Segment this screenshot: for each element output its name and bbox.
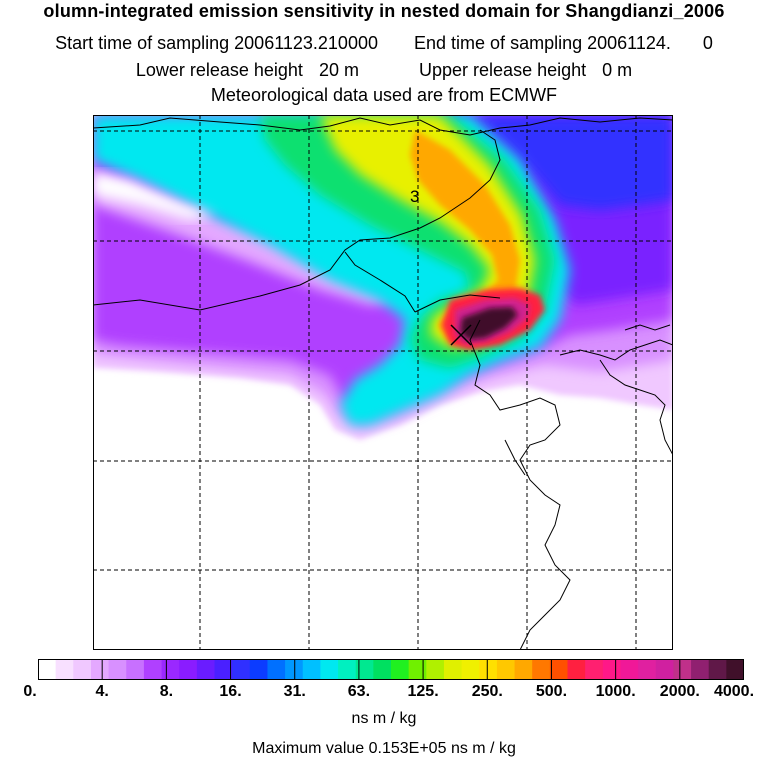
colorbar-tick-label: 2000.: [659, 683, 700, 700]
colorbar-cell: [108, 659, 127, 680]
colorbar-cell: [90, 659, 109, 680]
sensitivity-yellow: [320, 115, 535, 348]
colorbar-cell: [549, 659, 568, 680]
colorbar-cell: [443, 659, 462, 680]
maximum-value-line: Maximum value 0.153E+05 ns m / kg: [0, 740, 768, 758]
colorbar-cell: [567, 659, 586, 680]
colorbar-cell: [408, 659, 427, 680]
emission-sensitivity-map: 3: [93, 115, 673, 650]
colorbar-unit: ns m / kg: [351, 710, 417, 727]
sensitivity-white-patch: [93, 172, 215, 220]
colorbar: [38, 659, 744, 680]
upper-height-label: Upper release height: [419, 60, 587, 80]
colorbar-cell: [285, 659, 304, 680]
colorbar-tick-label: 1000.: [595, 683, 636, 700]
contour-label: 3: [410, 187, 419, 206]
colorbar-cell: [620, 659, 639, 680]
colorbar-tick-label: 4000.: [713, 683, 755, 700]
start-time-label: Start time of sampling: [55, 33, 230, 53]
colorbar-tick-label: 125.: [407, 683, 439, 700]
lower-height-label: Lower release height: [135, 60, 303, 80]
colorbar-tick-label: 500.: [535, 683, 568, 700]
colorbar-cell: [38, 659, 57, 680]
colorbar-cell: [179, 659, 198, 680]
colorbar-cell: [55, 659, 74, 680]
max-value-unit: ns m / kg: [450, 740, 516, 757]
sensitivity-orange: [410, 130, 520, 340]
colorbar-cell: [391, 659, 410, 680]
colorbar-cell: [161, 659, 180, 680]
colorbar-cell: [249, 659, 268, 680]
colorbar-cell: [373, 659, 392, 680]
colorbar-cell: [267, 659, 286, 680]
colorbar-cell: [585, 659, 604, 680]
colorbar-tick-label: 250.: [471, 683, 503, 700]
colorbar-cell: [320, 659, 339, 680]
colorbar-cell: [338, 659, 357, 680]
colorbar-cell: [232, 659, 251, 680]
colorbar-cell: [532, 659, 551, 680]
lower-height-value: 20 m: [318, 60, 359, 80]
colorbar-cell: [496, 659, 515, 680]
colorbar-cell: [355, 659, 374, 680]
start-time-value: 20061123.210000: [234, 33, 378, 53]
colorbar-cell: [461, 659, 480, 680]
met-data-line: Meteorological data used are from ECMWF: [210, 85, 558, 105]
lat-lon-grid: [93, 115, 673, 650]
colorbar-tick-label: 0.: [23, 683, 37, 700]
colorbar-tick-label: 8.: [159, 683, 174, 700]
colorbar-cell: [708, 659, 727, 680]
colorbar-tick-label: 16.: [219, 683, 242, 700]
colorbar-cell: [602, 659, 621, 680]
receptor-marker-icon: [450, 324, 472, 346]
colorbar-cell: [73, 659, 92, 680]
colorbar-tick-label: 4.: [95, 683, 109, 700]
colorbar-cell: [691, 659, 710, 680]
colorbar-cell: [214, 659, 233, 680]
colorbar-cell: [143, 659, 162, 680]
colorbar-cell: [302, 659, 321, 680]
sensitivity-blue: [470, 115, 673, 210]
upper-height-value: 0 m: [602, 60, 633, 80]
colorbar-tick-label: 31.: [283, 683, 306, 700]
colorbar-cell: [126, 659, 145, 680]
max-value: 0.153E+05: [368, 740, 447, 757]
colorbar-cell: [726, 659, 744, 680]
colorbar-cell: [514, 659, 533, 680]
plot-title: olumn-integrated emission sensitivity in…: [43, 1, 725, 21]
colorbar-cell: [426, 659, 445, 680]
colorbar-cell: [479, 659, 498, 680]
end-time-label: End time of sampling: [414, 33, 583, 53]
colorbar-tick-label: 63.: [347, 683, 371, 700]
colorbar-cell: [673, 659, 692, 680]
release-height-line: Lower release height 20 m Upper release …: [0, 60, 768, 80]
colorbar-cell: [638, 659, 657, 680]
max-value-label: Maximum value: [252, 740, 365, 757]
sampling-time-line: Start time of sampling 20061123.210000 E…: [0, 33, 768, 53]
end-time-value: 20061124.: [587, 33, 671, 53]
colorbar-cell: [196, 659, 215, 680]
end-time-value-2: 0: [702, 33, 713, 53]
colorbar-cell: [655, 659, 674, 680]
